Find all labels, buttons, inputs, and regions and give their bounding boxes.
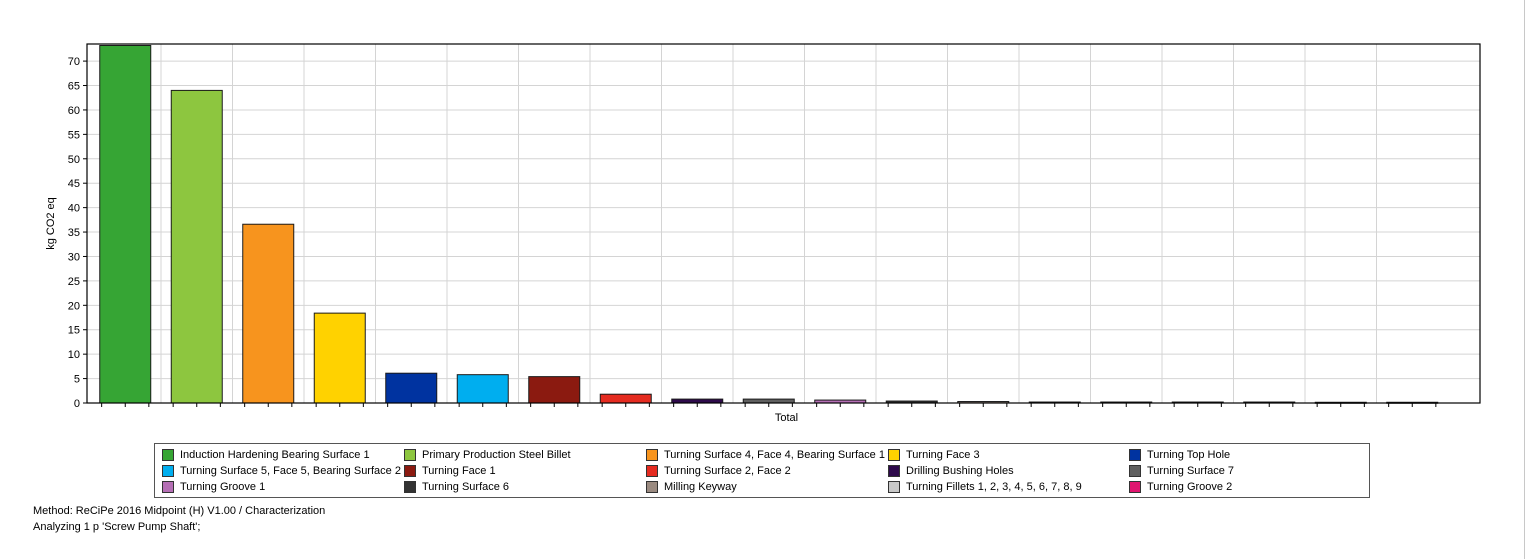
legend-item: Turning Groove 2 <box>1129 479 1232 495</box>
legend-label: Primary Production Steel Billet <box>422 449 571 461</box>
y-tick-label: 35 <box>68 227 80 239</box>
legend-label: Turning Groove 1 <box>180 481 266 493</box>
legend-swatch <box>162 481 174 493</box>
plot-area-frame <box>86 43 1481 404</box>
legend-item: Turning Top Hole <box>1129 447 1230 463</box>
legend-swatch <box>404 481 416 493</box>
legend-swatch <box>1129 449 1141 461</box>
chart-bars <box>99 44 1439 404</box>
bar-3[interactable] <box>242 223 295 404</box>
y-tick-label: 65 <box>68 81 80 93</box>
y-tick-label: 60 <box>68 105 80 117</box>
method-line: Method: ReCiPe 2016 Midpoint (H) V1.00 /… <box>33 505 326 517</box>
legend-item: Turning Surface 6 <box>404 479 509 495</box>
legend-swatch <box>888 465 900 477</box>
legend-label: Turning Face 1 <box>422 465 496 477</box>
legend-item: Turning Fillets 1, 2, 3, 4, 5, 6, 7, 8, … <box>888 479 1082 495</box>
bar-8[interactable] <box>599 393 652 404</box>
y-tick-label: 30 <box>68 251 80 263</box>
legend-swatch <box>404 465 416 477</box>
y-tick-label: 45 <box>68 178 80 190</box>
legend-item: Turning Face 1 <box>404 463 496 479</box>
legend-swatch <box>162 449 174 461</box>
y-tick-label: 40 <box>68 203 80 215</box>
y-tick-label: 70 <box>68 56 80 68</box>
legend-item: Turning Surface 5, Face 5, Bearing Surfa… <box>162 463 401 479</box>
legend-item: Turning Surface 4, Face 4, Bearing Surfa… <box>646 447 885 463</box>
legend-label: Turning Surface 2, Face 2 <box>664 465 791 477</box>
legend-label: Turning Surface 7 <box>1147 465 1235 477</box>
chart-legend: Induction Hardening Bearing Surface 1 Pri… <box>154 443 1370 498</box>
x-axis-label: Total <box>775 412 798 424</box>
bar-6[interactable] <box>456 374 509 404</box>
legend-swatch <box>162 465 174 477</box>
y-axis: 0 5 10 15 20 25 30 35 40 45 50 55 60 65 70 <box>68 56 1437 410</box>
legend-item: Turning Surface 7 <box>1129 463 1234 479</box>
y-axis-label: kg CO2 eq <box>45 197 57 250</box>
y-tick-label: 10 <box>68 349 80 361</box>
legend-swatch <box>888 481 900 493</box>
bar-7[interactable] <box>528 376 581 404</box>
legend-label: Turning Surface 6 <box>422 481 510 493</box>
y-tick-label: 50 <box>68 154 80 166</box>
legend-item: Turning Face 3 <box>888 447 980 463</box>
y-tick-label: 20 <box>68 300 80 312</box>
legend-swatch <box>646 465 658 477</box>
chart-grid <box>87 44 1480 403</box>
legend-swatch <box>646 481 658 493</box>
legend-swatch <box>888 449 900 461</box>
legend-label: Turning Face 3 <box>906 449 980 461</box>
legend-label: Milling Keyway <box>664 481 737 493</box>
bar-4[interactable] <box>313 312 366 404</box>
legend-item: Turning Surface 2, Face 2 <box>646 463 791 479</box>
legend-label: Turning Surface 5, Face 5, Bearing Surfa… <box>180 465 401 477</box>
analyzing-line: Analyzing 1 p 'Screw Pump Shaft'; <box>33 521 201 533</box>
bar-chart: 0 5 10 15 20 25 30 35 40 45 50 55 60 65 70 kg CO2 eq T… <box>45 43 1481 424</box>
legend-label: Turning Surface 4, Face 4, Bearing Surfa… <box>664 449 885 461</box>
y-tick-label: 5 <box>74 374 80 386</box>
y-tick-label: 15 <box>68 325 80 337</box>
legend-swatch <box>646 449 658 461</box>
legend-item: Drilling Bushing Holes <box>888 463 1014 479</box>
legend-swatch <box>1129 481 1141 493</box>
legend-item: Induction Hardening Bearing Surface 1 <box>162 447 370 463</box>
legend-item: Turning Groove 1 <box>162 479 265 495</box>
legend-item: Primary Production Steel Billet <box>404 447 571 463</box>
bar-5[interactable] <box>385 372 438 404</box>
bar-1[interactable] <box>99 44 152 404</box>
legend-swatch <box>1129 465 1141 477</box>
legend-label: Turning Top Hole <box>1147 449 1231 461</box>
legend-label: Drilling Bushing Holes <box>906 465 1014 477</box>
y-tick-label: 0 <box>74 398 80 410</box>
y-tick-label: 25 <box>68 276 80 288</box>
legend-item: Milling Keyway <box>646 479 737 495</box>
legend-swatch <box>404 449 416 461</box>
legend-label: Turning Fillets 1, 2, 3, 4, 5, 6, 7, 8, … <box>906 481 1082 493</box>
legend-label: Induction Hardening Bearing Surface 1 <box>180 449 370 461</box>
legend-label: Turning Groove 2 <box>1147 481 1233 493</box>
y-tick-label: 55 <box>68 129 80 141</box>
bar-2[interactable] <box>170 89 223 404</box>
